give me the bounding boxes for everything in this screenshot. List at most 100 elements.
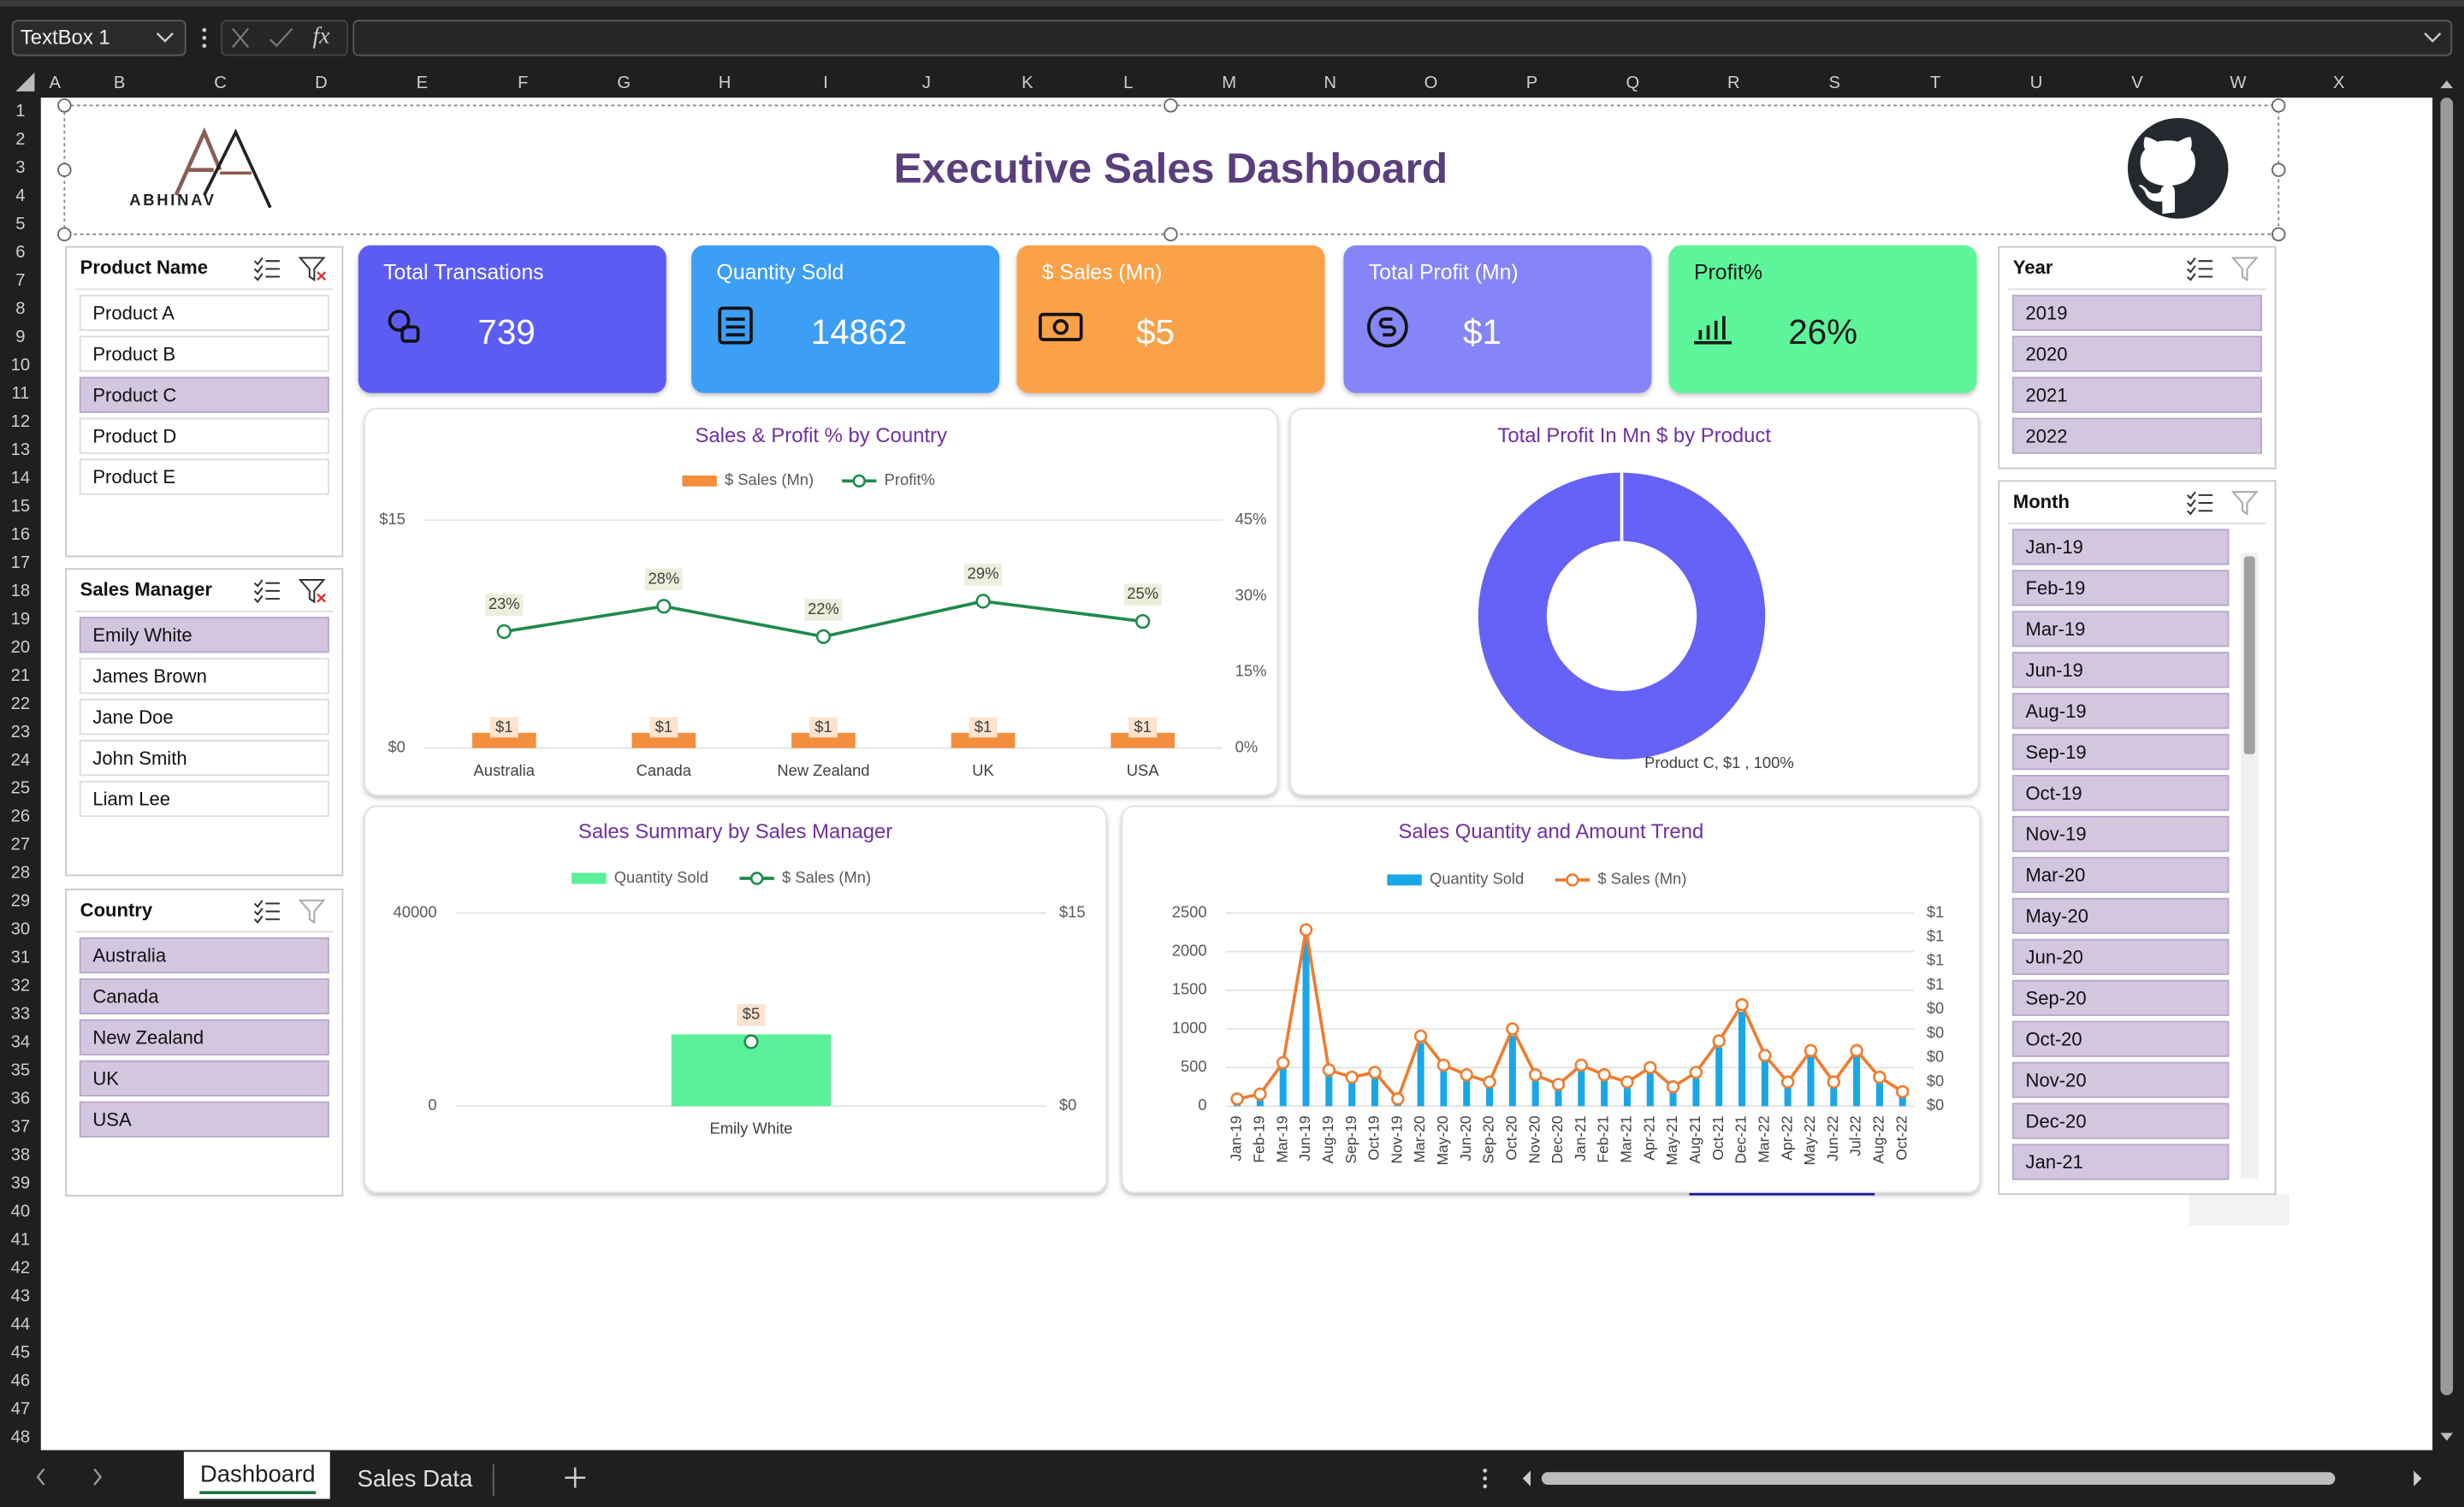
- legend-label: Quantity Sold: [1430, 870, 1524, 888]
- insert-function[interactable]: fx: [313, 22, 331, 49]
- clear-filter-icon[interactable]: [2230, 491, 2259, 516]
- slicer-item[interactable]: [79, 740, 329, 777]
- slicer-item[interactable]: [2011, 335, 2262, 372]
- bar: [1279, 1066, 1287, 1107]
- multi-select-icon[interactable]: [253, 257, 280, 281]
- line-point: [1804, 1043, 1818, 1058]
- kpi-card: [1016, 245, 1325, 393]
- row-header: 22: [11, 694, 30, 713]
- slicer-item[interactable]: [79, 937, 329, 974]
- line-point: [1735, 998, 1749, 1012]
- slicer-item[interactable]: [79, 617, 329, 653]
- sheet-tab[interactable]: Sales Data: [358, 1465, 473, 1492]
- sheet-tab[interactable]: Dashboard: [200, 1460, 316, 1486]
- name-box-dropdown[interactable]: [156, 33, 174, 43]
- row-header: 4: [15, 186, 25, 205]
- multi-select-icon[interactable]: [253, 579, 280, 604]
- active-tab-underline: [199, 1491, 317, 1495]
- bar: [1578, 1068, 1585, 1107]
- github-icon[interactable]: [2127, 118, 2229, 219]
- kpi-icon: [718, 306, 753, 345]
- slicer-item[interactable]: [79, 294, 329, 331]
- slicer-item-text: Feb-19: [2026, 577, 2086, 599]
- formula-bar[interactable]: [352, 20, 2453, 56]
- slicer-item[interactable]: [79, 1019, 329, 1056]
- slicer-item[interactable]: [79, 699, 329, 736]
- x-tick-label: UK: [972, 761, 994, 779]
- bar: [1623, 1083, 1631, 1107]
- tab-nav[interactable]: [36, 1468, 103, 1486]
- column-header: D: [315, 74, 328, 92]
- slicer-item[interactable]: [79, 1101, 329, 1138]
- more-icon[interactable]: [202, 27, 207, 48]
- add-sheet[interactable]: [565, 1467, 586, 1488]
- slicer-item-text: Mar-19: [2026, 618, 2086, 640]
- multi-select-icon[interactable]: [253, 900, 280, 924]
- slicer-item[interactable]: [79, 417, 329, 454]
- title-shape[interactable]: [63, 104, 2280, 235]
- multi-select-icon[interactable]: [2187, 257, 2213, 281]
- slicer-item[interactable]: [2011, 529, 2230, 565]
- slicer-item[interactable]: [79, 376, 329, 413]
- line-point: [1345, 1070, 1359, 1084]
- row-header: 9: [15, 328, 25, 346]
- slicer-item[interactable]: [2011, 979, 2230, 1016]
- data-label: $5: [743, 1005, 760, 1023]
- formula-expand[interactable]: [2424, 33, 2442, 43]
- name-box[interactable]: [11, 20, 187, 56]
- x-tick-label: Emily White: [709, 1120, 792, 1138]
- tab-more[interactable]: [1483, 1469, 1488, 1489]
- slicer-scroll-thumb[interactable]: [2243, 556, 2255, 754]
- kpi-label: Total Profit (Mn): [1369, 261, 1519, 284]
- slicer-item[interactable]: [2011, 417, 2262, 454]
- multi-select-icon[interactable]: [2187, 491, 2213, 516]
- clear-filter-icon[interactable]: [298, 579, 326, 604]
- selection-handles[interactable]: [57, 98, 2286, 242]
- select-all[interactable]: [15, 72, 35, 92]
- kpi-card: [691, 245, 1000, 393]
- slicer-item[interactable]: [2011, 376, 2262, 413]
- slicer-item[interactable]: [2011, 1020, 2230, 1057]
- slicer-item[interactable]: [2011, 693, 2230, 730]
- slicer-item[interactable]: [79, 1060, 329, 1096]
- slicer-item[interactable]: [2011, 815, 2230, 853]
- slicer-item[interactable]: [2011, 734, 2230, 771]
- slicer-item[interactable]: [2011, 856, 2230, 894]
- clear-filter-icon[interactable]: [298, 899, 326, 925]
- clear-filter-icon[interactable]: [2230, 257, 2259, 282]
- slicer-item[interactable]: [2011, 652, 2230, 688]
- slicer-item[interactable]: [2011, 897, 2230, 935]
- slicer-item[interactable]: [79, 978, 329, 1015]
- vertical-scroll-thumb[interactable]: [2440, 98, 2454, 1396]
- slicer-item[interactable]: [2011, 294, 2262, 331]
- h-scroll-thumb[interactable]: [1541, 1472, 2336, 1485]
- x-tick-label: Jun-20: [1457, 1115, 1474, 1161]
- slicer-item[interactable]: [79, 458, 329, 495]
- logo: [174, 127, 272, 209]
- bar: [1111, 732, 1175, 748]
- x-tick-label: Mar-20: [1411, 1115, 1428, 1163]
- kpi-card: [1668, 245, 1977, 393]
- slicer-item[interactable]: [2011, 1061, 2230, 1098]
- chart-title: Sales Summary by Sales Manager: [578, 820, 892, 843]
- line-point: [1873, 1070, 1886, 1084]
- slicer-item[interactable]: [2011, 1144, 2230, 1180]
- x-tick-label: Jul-22: [1847, 1115, 1864, 1156]
- line-point: [1368, 1066, 1382, 1079]
- cancel-icon[interactable]: [231, 27, 250, 49]
- slicer-item[interactable]: [2011, 1102, 2230, 1139]
- slicer-item[interactable]: [79, 658, 329, 694]
- enter-icon[interactable]: [270, 27, 293, 48]
- row-header: 31: [11, 949, 30, 967]
- slicer-item[interactable]: [2011, 611, 2230, 647]
- slicer-item[interactable]: [2011, 938, 2230, 975]
- slicer-item[interactable]: [2011, 570, 2230, 606]
- chart-title: Sales Quantity and Amount Trend: [1398, 820, 1703, 843]
- clear-filter-icon[interactable]: [298, 257, 326, 282]
- slicer-item[interactable]: [2011, 774, 2230, 812]
- column-header: R: [1727, 74, 1740, 92]
- slicer-item[interactable]: [79, 335, 329, 372]
- chart-title: Sales & Profit % by Country: [695, 424, 946, 447]
- slicer-item[interactable]: [79, 780, 329, 818]
- chart-title: Total Profit In Mn $ by Product: [1497, 424, 1771, 447]
